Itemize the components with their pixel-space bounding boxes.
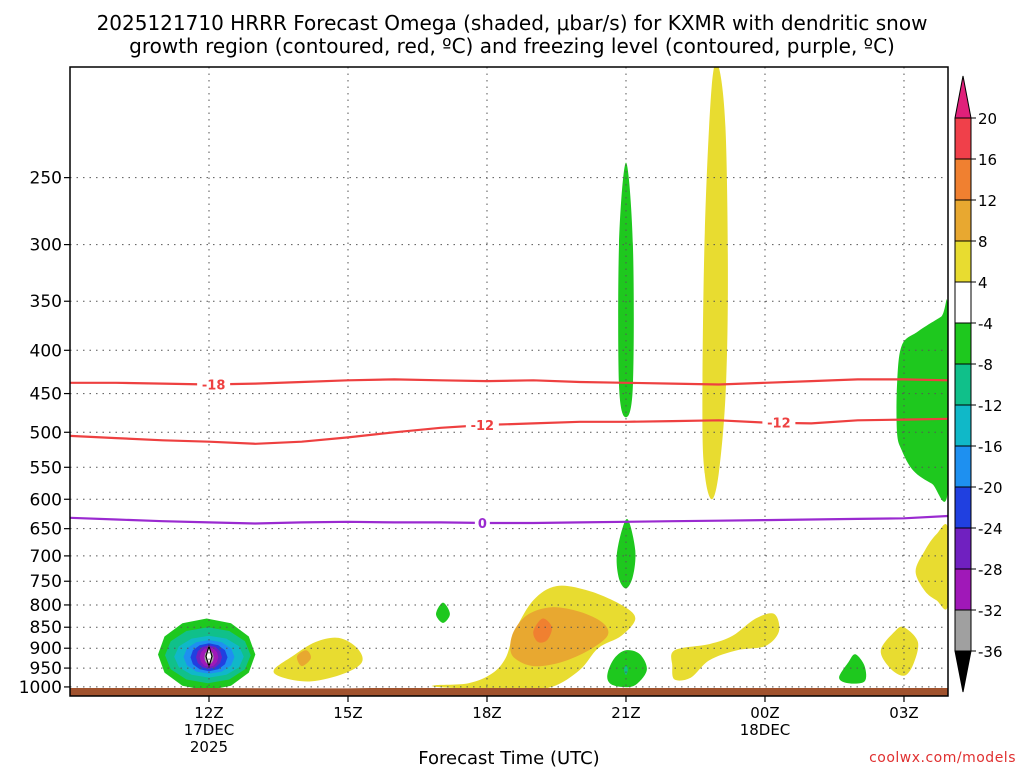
x-tick-label: 2025 bbox=[190, 738, 228, 756]
plot-frame bbox=[69, 66, 949, 697]
y-tick-label: 500 bbox=[30, 423, 62, 443]
contour-line bbox=[70, 417, 948, 445]
omega-region bbox=[296, 650, 312, 667]
y-tick-label: 450 bbox=[30, 385, 62, 405]
omega-region bbox=[618, 162, 634, 418]
colorbar-label: 20 bbox=[978, 110, 997, 128]
colorbar-label: -24 bbox=[978, 520, 1003, 538]
y-tick-label: 800 bbox=[30, 596, 62, 616]
colorbar-label: -16 bbox=[978, 438, 1003, 456]
contour-label-bg bbox=[474, 514, 490, 531]
y-tick-label: 950 bbox=[30, 659, 62, 679]
shaded-omega bbox=[158, 67, 948, 691]
colorbar-bin bbox=[954, 322, 972, 365]
omega-region bbox=[671, 613, 780, 681]
colorbar-label: 8 bbox=[978, 233, 988, 251]
omega-region bbox=[624, 665, 628, 675]
contour-label-bg bbox=[197, 376, 231, 393]
colorbar-bin bbox=[954, 568, 972, 611]
colorbar-bin bbox=[954, 445, 972, 488]
colorbar-label: 12 bbox=[978, 192, 997, 210]
colorbar-label: 16 bbox=[978, 151, 997, 169]
contour-label: -12 bbox=[767, 417, 791, 432]
colorbar-label: 4 bbox=[978, 274, 988, 292]
x-tick-label: 12Z bbox=[194, 704, 223, 722]
omega-region bbox=[880, 626, 919, 676]
x-tick-label: 17DEC bbox=[184, 721, 235, 739]
y-tick-label: 650 bbox=[30, 520, 62, 540]
colorbar-bottom-arrow bbox=[954, 650, 972, 693]
x-tick-label: 21Z bbox=[611, 704, 640, 722]
x-axis-label: Forecast Time (UTC) bbox=[418, 748, 599, 768]
omega-region bbox=[915, 524, 948, 610]
contour-label: -18 bbox=[202, 378, 226, 393]
x-tick-label: 00Z bbox=[750, 704, 779, 722]
omega-region bbox=[702, 67, 728, 500]
x-tick-label: 18DEC bbox=[740, 721, 791, 739]
colorbar-top-arrow bbox=[954, 75, 972, 119]
colorbar-label: -36 bbox=[978, 643, 1003, 661]
colorbar: 20 16 12 8 4 -4 -8 -12 -16 -20 -24 -28 -32 -36 bbox=[954, 75, 1003, 693]
colorbar-label: -4 bbox=[978, 315, 993, 333]
y-tick-label: 250 bbox=[30, 169, 62, 189]
colorbar-bin bbox=[954, 609, 972, 652]
y-tick-label: 300 bbox=[30, 236, 62, 256]
contour-label-bg bbox=[762, 414, 796, 431]
x-tick-label: 15Z bbox=[333, 704, 362, 722]
colorbar-bin bbox=[954, 117, 972, 160]
watermark: coolwx.com/models bbox=[869, 750, 1016, 766]
colorbar-label: -8 bbox=[978, 356, 993, 374]
title-line: growth region (contoured, red, ºC) and f… bbox=[129, 34, 895, 58]
omega-region bbox=[533, 618, 553, 643]
colorbar-bin bbox=[954, 281, 972, 324]
contour-label: -12 bbox=[471, 419, 495, 434]
colorbar-label: -28 bbox=[978, 561, 1003, 579]
y-tick-label: 900 bbox=[30, 639, 62, 659]
title-line: 2025121710 HRRR Forecast Omega (shaded, … bbox=[97, 11, 928, 35]
y-tick-label: 850 bbox=[30, 618, 62, 638]
y-tick-label: 700 bbox=[30, 547, 62, 567]
colorbar-bin bbox=[954, 199, 972, 242]
colorbar-bin bbox=[954, 240, 972, 283]
y-tick-label: 1000 bbox=[19, 678, 62, 698]
terrain bbox=[70, 688, 948, 696]
y-tick-label: 550 bbox=[30, 458, 62, 478]
omega-region bbox=[839, 654, 867, 684]
colorbar-label: -12 bbox=[978, 397, 1003, 415]
omega-region bbox=[616, 518, 636, 589]
grid bbox=[70, 67, 948, 696]
contour-label: 0 bbox=[478, 517, 487, 532]
colorbar-bin bbox=[954, 363, 972, 406]
colorbar-bin bbox=[954, 404, 972, 447]
y-tick-label: 600 bbox=[30, 490, 62, 510]
colorbar-bin bbox=[954, 486, 972, 529]
colorbar-bin bbox=[954, 527, 972, 570]
omega-region bbox=[510, 607, 609, 667]
x-tick-label: 18Z bbox=[472, 704, 501, 722]
colorbar-bin bbox=[954, 158, 972, 201]
chart-title: 2025121710 HRRR Forecast Omega (shaded, … bbox=[97, 11, 928, 58]
colorbar-label: -20 bbox=[978, 479, 1003, 497]
y-axis: 2503003504004505005506006507007508008509… bbox=[19, 169, 70, 698]
x-tick-label: 03Z bbox=[889, 704, 918, 722]
colorbar-label: -32 bbox=[978, 602, 1003, 620]
contours: -18 -12 -12 0 bbox=[70, 376, 948, 532]
y-tick-label: 350 bbox=[30, 292, 62, 312]
omega-region bbox=[436, 602, 450, 623]
terrain-fill bbox=[70, 688, 948, 696]
y-tick-label: 750 bbox=[30, 572, 62, 592]
contour-line bbox=[70, 514, 948, 525]
contour-label-bg bbox=[465, 417, 499, 434]
omega-region bbox=[273, 637, 363, 682]
y-tick-label: 400 bbox=[30, 341, 62, 361]
